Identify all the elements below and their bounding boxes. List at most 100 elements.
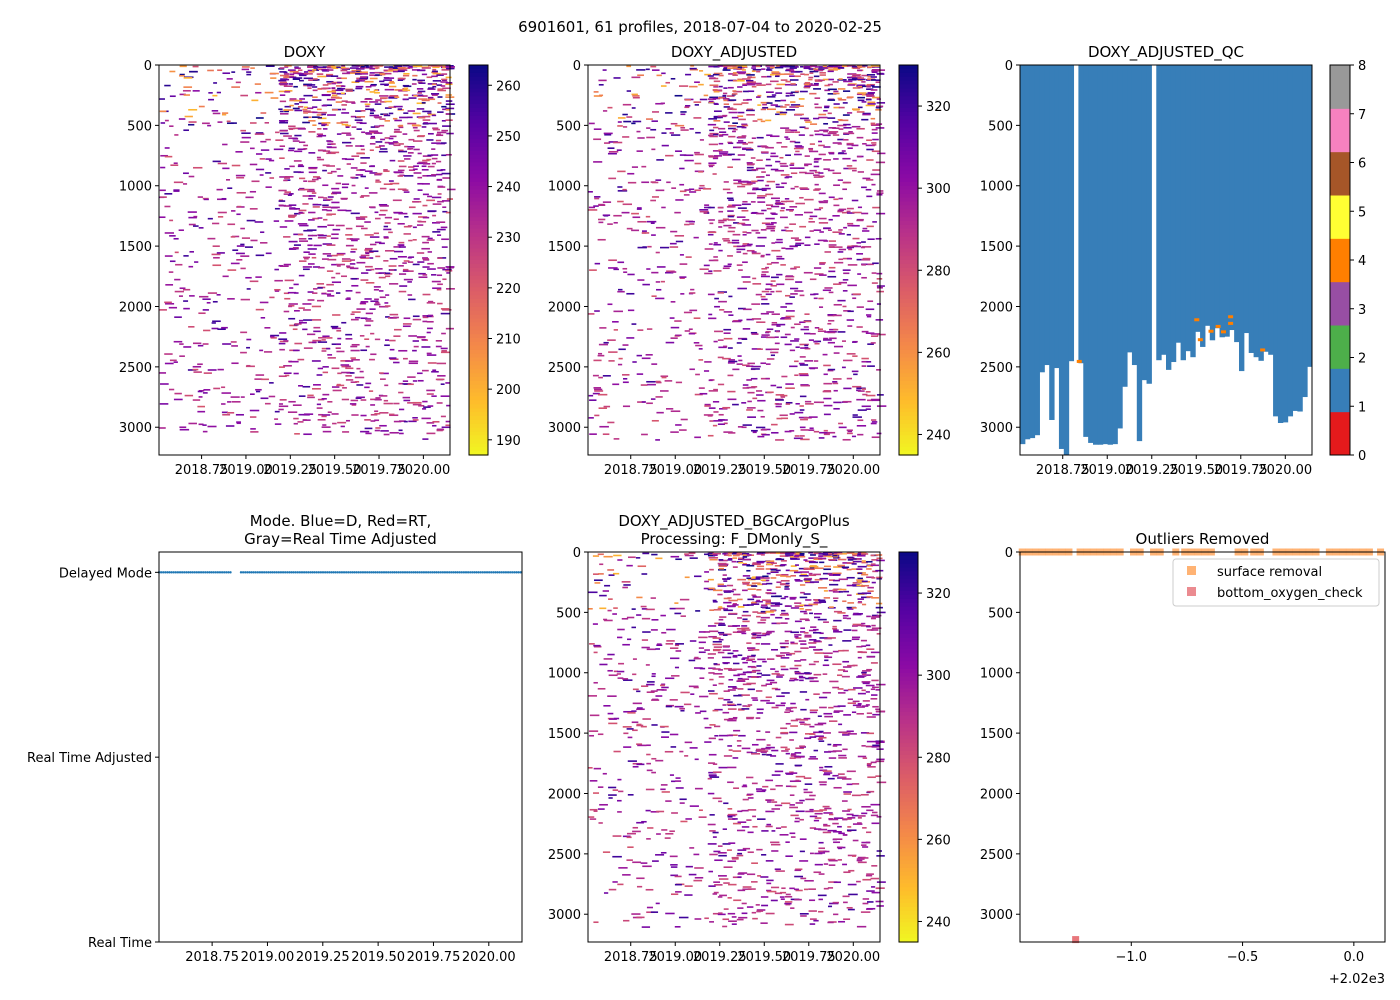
data-dash <box>808 339 814 341</box>
mode-point <box>180 571 184 574</box>
data-dash <box>303 256 310 259</box>
data-dash <box>723 422 728 425</box>
data-dash <box>813 88 821 90</box>
data-dash <box>775 394 785 396</box>
data-dash <box>741 124 749 127</box>
data-dash <box>727 79 737 82</box>
data-dash <box>760 108 767 111</box>
data-dash <box>742 180 749 183</box>
data-dash <box>331 201 340 204</box>
subplot-doxy: DOXY2018.752019.002019.252019.502019.752… <box>119 43 521 478</box>
data-dash <box>780 652 790 654</box>
data-dash <box>375 146 381 149</box>
data-dash <box>346 71 354 74</box>
data-dash <box>741 126 747 129</box>
data-dash <box>421 247 430 250</box>
data-dash <box>374 412 381 415</box>
data-dash <box>413 165 419 167</box>
data-dash <box>641 433 648 436</box>
data-dash <box>708 753 717 756</box>
data-dash <box>402 74 410 77</box>
data-dash <box>159 110 167 113</box>
data-dash <box>770 351 779 354</box>
colorbar-segment <box>469 451 488 456</box>
data-dash <box>260 140 267 143</box>
data-dash <box>712 797 722 800</box>
data-dash <box>321 69 329 71</box>
qc-bar <box>1209 65 1216 341</box>
data-dash <box>426 76 433 79</box>
mode-point <box>281 571 285 574</box>
data-dash <box>876 303 881 305</box>
mode-point <box>412 571 415 574</box>
data-dash <box>207 237 216 240</box>
data-dash <box>198 227 204 229</box>
data-dash <box>813 161 819 163</box>
colorbar-segment <box>469 365 488 370</box>
data-dash <box>608 177 617 180</box>
data-dash <box>818 175 825 178</box>
data-dash <box>775 160 781 163</box>
data-dash <box>402 89 411 92</box>
data-dash <box>870 117 876 120</box>
data-dash <box>737 180 747 183</box>
mode-point <box>187 571 190 574</box>
data-dash <box>790 706 797 709</box>
data-dash <box>227 401 232 403</box>
data-dash <box>322 204 329 207</box>
data-dash <box>646 268 651 270</box>
data-dash <box>193 371 202 373</box>
data-dash <box>188 265 194 268</box>
mode-point <box>368 571 371 574</box>
data-dash <box>699 677 705 679</box>
data-dash <box>440 415 446 418</box>
data-dash <box>593 681 598 684</box>
data-dash <box>312 96 318 98</box>
qc-bar <box>1287 65 1294 417</box>
data-dash <box>760 616 770 619</box>
data-dash <box>345 290 353 292</box>
data-dash <box>737 578 747 581</box>
data-dash <box>775 330 780 333</box>
data-dash <box>838 229 843 231</box>
data-dash <box>765 253 771 256</box>
data-dash <box>636 354 642 357</box>
data-dash <box>866 79 871 81</box>
colorbar-segment <box>469 326 488 331</box>
data-dash <box>760 554 765 556</box>
mode-point <box>315 571 318 574</box>
qc-flag4-mark <box>1215 324 1221 328</box>
data-dash <box>728 142 734 145</box>
data-dash <box>297 148 306 151</box>
data-dash <box>432 231 441 233</box>
data-dash <box>760 750 769 752</box>
data-dash <box>747 243 753 246</box>
data-dash <box>684 106 690 109</box>
data-dash <box>712 552 722 555</box>
data-dash <box>384 72 392 75</box>
data-dash <box>307 244 313 247</box>
colorbar-segment <box>469 349 488 355</box>
data-dash <box>746 682 756 685</box>
data-dash <box>722 188 731 191</box>
data-dash <box>770 290 775 293</box>
colorbar-segment <box>899 396 918 401</box>
data-dash <box>370 404 376 406</box>
data-dash <box>790 753 796 755</box>
data-dash <box>403 94 409 96</box>
data-dash <box>602 69 607 71</box>
data-dash <box>656 810 665 813</box>
data-dash <box>785 855 793 857</box>
data-dash <box>178 118 186 120</box>
data-dash <box>255 91 262 94</box>
data-dash <box>695 610 701 612</box>
data-dash <box>627 794 634 796</box>
data-dash <box>618 288 623 291</box>
data-dash <box>308 120 316 122</box>
subplot-mode-blue-d-red-rt-: Mode. Blue=D, Red=RT,Gray=Real Time Adju… <box>27 512 523 965</box>
data-dash <box>723 66 728 69</box>
data-dash <box>718 97 726 99</box>
data-dash <box>331 143 336 145</box>
data-dash <box>779 156 784 159</box>
data-dash <box>747 851 754 854</box>
